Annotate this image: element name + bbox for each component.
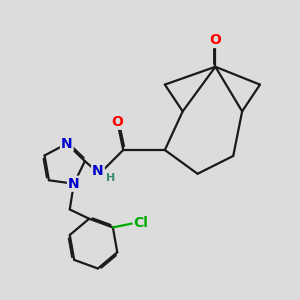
Text: N: N — [92, 164, 104, 178]
Text: H: H — [106, 173, 116, 183]
Text: O: O — [111, 115, 123, 129]
Text: O: O — [209, 33, 221, 47]
Text: N: N — [61, 137, 73, 151]
Text: Cl: Cl — [134, 216, 148, 230]
Text: N: N — [68, 177, 80, 191]
